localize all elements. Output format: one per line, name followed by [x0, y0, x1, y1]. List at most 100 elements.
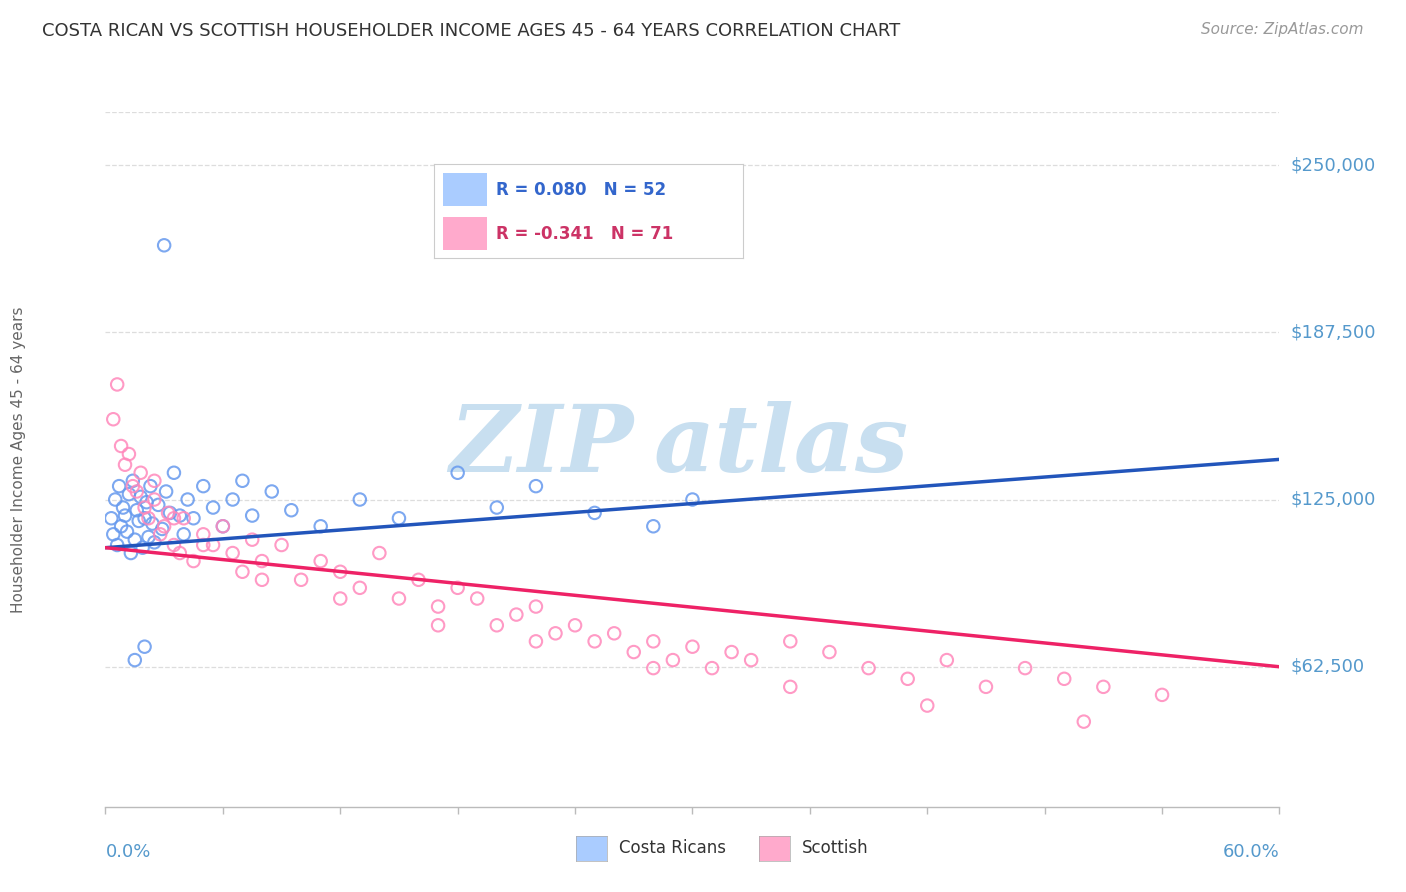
Point: [159, 506, 181, 520]
Point: [211, 519, 233, 533]
Point: [250, 554, 273, 568]
Point: [163, 511, 186, 525]
Text: COSTA RICAN VS SCOTTISH HOUSEHOLDER INCOME AGES 45 - 64 YEARS CORRELATION CHART: COSTA RICAN VS SCOTTISH HOUSEHOLDER INCO…: [42, 22, 900, 40]
Point: [155, 484, 177, 499]
Point: [818, 645, 841, 659]
Point: [153, 238, 176, 252]
Point: [114, 508, 136, 523]
Point: [143, 474, 166, 488]
Point: [211, 519, 233, 533]
Point: [125, 503, 148, 517]
Point: [564, 618, 586, 632]
Point: [108, 479, 131, 493]
Text: $187,500: $187,500: [1291, 323, 1376, 342]
Point: [173, 511, 195, 525]
Point: [643, 661, 665, 675]
Point: [280, 503, 302, 517]
Point: [1150, 688, 1173, 702]
Point: [1092, 680, 1115, 694]
Point: [118, 447, 141, 461]
Point: [505, 607, 527, 622]
Point: [169, 546, 191, 560]
Point: [121, 474, 143, 488]
Point: [139, 479, 162, 493]
Point: [169, 508, 191, 523]
Text: atlas: atlas: [654, 401, 908, 491]
Point: [129, 490, 152, 504]
Point: [662, 653, 685, 667]
Point: [176, 492, 198, 507]
Point: [150, 522, 173, 536]
Point: [260, 484, 283, 499]
Point: [427, 618, 450, 632]
Point: [270, 538, 292, 552]
Text: Scottish: Scottish: [801, 839, 868, 857]
Point: [173, 527, 195, 541]
Point: [115, 524, 138, 539]
Point: [112, 500, 135, 515]
Point: [163, 466, 186, 480]
Point: [1053, 672, 1076, 686]
Text: 60.0%: 60.0%: [1223, 843, 1279, 861]
Text: ZIP: ZIP: [450, 401, 634, 491]
Point: [110, 439, 132, 453]
Point: [124, 533, 146, 547]
Point: [128, 514, 150, 528]
Point: [544, 626, 567, 640]
Point: [485, 500, 508, 515]
Point: [149, 527, 172, 541]
Point: [897, 672, 920, 686]
Point: [183, 511, 205, 525]
Point: [143, 492, 166, 507]
FancyBboxPatch shape: [443, 173, 486, 206]
Text: R = -0.341   N = 71: R = -0.341 N = 71: [496, 225, 673, 243]
Point: [524, 599, 547, 614]
Point: [148, 498, 170, 512]
Point: [935, 653, 957, 667]
Point: [138, 511, 160, 525]
Point: [153, 519, 176, 533]
Point: [349, 581, 371, 595]
FancyBboxPatch shape: [443, 218, 486, 250]
Point: [583, 506, 606, 520]
Point: [183, 554, 205, 568]
Point: [163, 538, 186, 552]
Point: [118, 487, 141, 501]
Point: [129, 466, 152, 480]
Point: [231, 565, 253, 579]
Point: [103, 527, 125, 541]
Point: [446, 581, 468, 595]
Point: [104, 492, 127, 507]
Point: [974, 680, 997, 694]
Point: [290, 573, 312, 587]
Point: [583, 634, 606, 648]
Point: [779, 680, 801, 694]
Point: [524, 479, 547, 493]
Point: [105, 538, 128, 552]
Text: $62,500: $62,500: [1291, 657, 1365, 676]
Point: [427, 599, 450, 614]
Point: [681, 640, 703, 654]
Point: [193, 538, 215, 552]
Point: [349, 492, 371, 507]
Text: R = 0.080   N = 52: R = 0.080 N = 52: [496, 181, 666, 199]
Point: [603, 626, 626, 640]
Text: Householder Income Ages 45 - 64 years: Householder Income Ages 45 - 64 years: [11, 306, 25, 613]
Point: [110, 519, 132, 533]
Text: Source: ZipAtlas.com: Source: ZipAtlas.com: [1201, 22, 1364, 37]
Point: [623, 645, 645, 659]
Point: [202, 500, 225, 515]
Point: [240, 533, 263, 547]
Point: [138, 530, 160, 544]
Point: [700, 661, 723, 675]
Point: [202, 538, 225, 552]
Point: [643, 634, 665, 648]
Point: [329, 565, 352, 579]
Text: 0.0%: 0.0%: [105, 843, 150, 861]
Point: [114, 458, 136, 472]
Point: [134, 640, 156, 654]
Point: [100, 511, 122, 525]
Point: [105, 377, 128, 392]
Point: [124, 653, 146, 667]
Point: [125, 484, 148, 499]
